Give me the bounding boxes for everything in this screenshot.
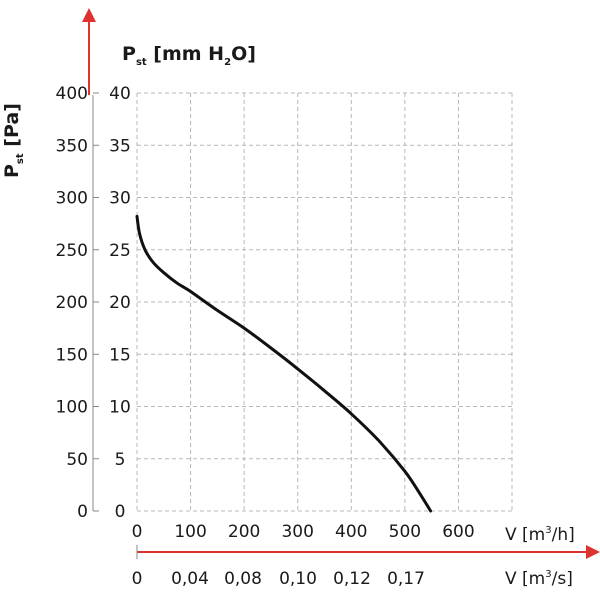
y-arrow-head [82, 8, 96, 22]
x-top-tick-label: 500 [389, 522, 421, 542]
y-right-tick-label: 15 [109, 345, 131, 365]
y-right-tick-label: 40 [109, 84, 131, 104]
x-bottom-tick-label: 0,12 [333, 569, 371, 589]
y-right-tick-label: 35 [109, 136, 131, 156]
grid [136, 92, 513, 512]
x-bottom-tick-label: 0,08 [224, 569, 262, 589]
y-right-tick-label: 20 [109, 293, 131, 313]
x-top-tick-label: 400 [335, 522, 367, 542]
y-left-tick-label: 150 [56, 345, 88, 365]
y-right-tick-label: 5 [115, 450, 126, 470]
fan-curve-line [135, 214, 433, 513]
x-bottom-tick-label: 0,04 [171, 569, 209, 589]
y-left-tick-label: 350 [56, 136, 88, 156]
tick-labels: 0501001502002503003504000510152025303540… [56, 84, 475, 589]
y-left-axis-title: Pst [Pa] [1, 103, 26, 178]
x-bottom-tick-label: 0,17 [387, 569, 425, 589]
y-right-tick-label: 0 [115, 502, 126, 522]
x-bottom-axis-title: V [m3/s] [505, 569, 573, 589]
x-top-tick-label: 0 [132, 522, 143, 542]
y-left-tick-label: 300 [56, 189, 88, 209]
x-top-tick-label: 600 [442, 522, 474, 542]
y-right-tick-label: 30 [109, 189, 131, 209]
x-bottom-tick-label: 0,10 [279, 569, 317, 589]
y-left-tick-label: 50 [66, 450, 88, 470]
x-top-tick-label: 200 [228, 522, 260, 542]
y-right-tick-label: 10 [109, 398, 131, 418]
y-left-tick-label: 200 [56, 293, 88, 313]
y-left-tick-label: 400 [56, 84, 88, 104]
y-left-tick-label: 100 [56, 398, 88, 418]
x-top-axis-title: V [m3/h] [505, 525, 575, 545]
x-top-tick-label: 100 [174, 522, 206, 542]
y-left-tick-label: 0 [77, 502, 88, 522]
x-bottom-tick-label: 0 [132, 569, 143, 589]
x-arrow-head [586, 545, 600, 559]
axes [82, 8, 600, 559]
y-right-tick-label: 25 [109, 241, 131, 261]
y-right-axis-title: Pst [mm H2O] [122, 43, 256, 68]
y-left-tick-label: 250 [56, 241, 88, 261]
x-top-tick-label: 300 [281, 522, 313, 542]
series [135, 214, 433, 513]
